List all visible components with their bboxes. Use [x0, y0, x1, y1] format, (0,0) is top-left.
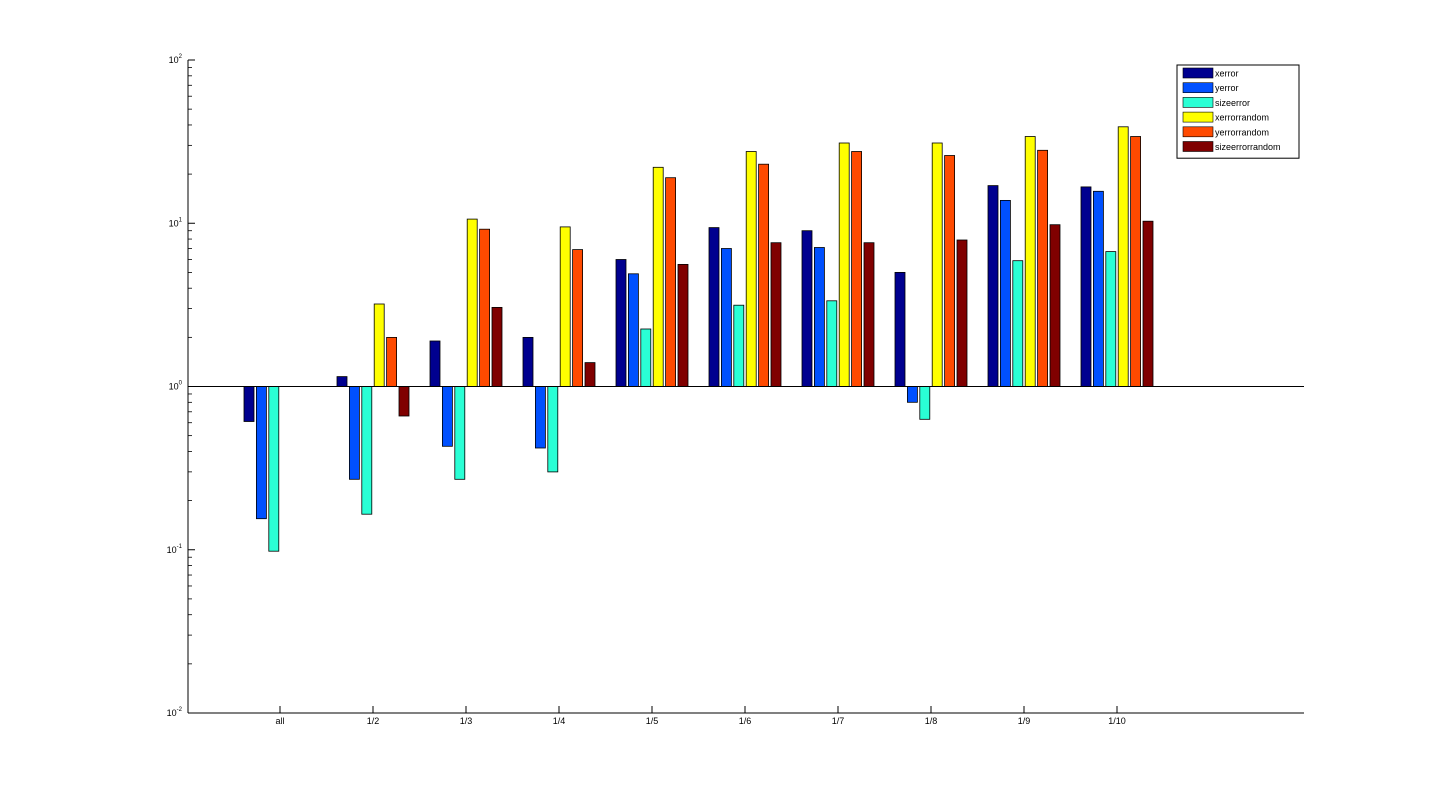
legend-label-yerror: yerror [1215, 83, 1239, 93]
bar-xerror-1/4 [522, 336, 534, 387]
bar-sizeerror-1/3 [454, 386, 466, 480]
bar-sizeerror-1/4 [547, 386, 559, 473]
bar-xerrorrandom-1/3 [466, 218, 478, 387]
axes-layer: 10-2 10-1 100 101 102 all 1/2 1/3 1/4 1/5 1/6 1/7 1/… [167, 54, 1304, 726]
y-tick-label: 100 [169, 381, 183, 392]
bar-sizeerror-1/5 [640, 328, 652, 387]
x-tick-label-1/2: 1/2 [367, 716, 380, 726]
x-tick-label-1/10: 1/10 [1108, 716, 1126, 726]
bar-xerror-1/9 [987, 185, 999, 387]
bar-yerror-1/6 [721, 248, 732, 387]
legend-swatch-yerror [1182, 82, 1214, 93]
bar-yerrorrandom-1/9 [1037, 149, 1048, 387]
bar-xerrorrandom-1/4 [559, 226, 571, 387]
bar-yerror-1/10 [1093, 190, 1104, 387]
bar-sizeerror-1/9 [1012, 260, 1024, 387]
x-tick-label-1/8: 1/8 [925, 716, 938, 726]
x-tick-label-1/4: 1/4 [553, 716, 566, 726]
bar-xerrorrandom-1/7 [838, 142, 850, 387]
bar-xerrorrandom-1/10 [1117, 126, 1129, 387]
bar-xerror-1/6 [708, 227, 720, 387]
legend-swatch-yerrorrandom [1182, 126, 1214, 138]
bar-xerrorrandom-1/8 [931, 142, 943, 387]
bar-sizeerrorrandom-1/2 [398, 386, 410, 417]
bar-sizeerrorrandom-1/5 [677, 263, 689, 387]
legend-label-xerror: xerror [1215, 69, 1239, 79]
legend: xerror yerror sizeerror xerrorrandom yerrorr… [1176, 64, 1300, 159]
bar-yerrorrandom-1/8 [944, 155, 955, 387]
x-tick-label-1/7: 1/7 [832, 716, 845, 726]
bar-yerror-1/9 [1000, 199, 1011, 387]
bar-sizeerrorrandom-1/7 [863, 242, 875, 387]
bar-sizeerrorrandom-1/6 [770, 242, 782, 387]
y-tick-label: 102 [169, 54, 183, 65]
bar-xerror-1/5 [615, 259, 627, 387]
bar-sizeerrorrandom-1/10 [1142, 220, 1154, 387]
bar-xerror-1/7 [801, 230, 813, 387]
bar-yerrorrandom-1/7 [851, 151, 862, 387]
bar-sizeerror-1/10 [1105, 251, 1117, 387]
bar-xerror-1/3 [429, 340, 441, 387]
bar-sizeerror-1/8 [919, 386, 931, 420]
x-tick-label-1/3: 1/3 [460, 716, 473, 726]
y-tick-label: 10-1 [167, 544, 183, 555]
bar-yerrorrandom-1/4 [572, 249, 583, 387]
legend-label-xerrorrandom: xerrorrandom [1215, 113, 1269, 123]
bar-xerrorrandom-1/5 [652, 166, 664, 387]
legend-label-yerrorrandom: yerrorrandom [1215, 127, 1269, 137]
bar-sizeerrorrandom-1/9 [1049, 224, 1061, 387]
bar-yerrorrandom-1/10 [1130, 136, 1141, 387]
bar-xerror-1/10 [1080, 186, 1092, 387]
legend-label-sizeerrorrandom: sizeerrorrandom [1215, 142, 1281, 152]
bar-yerror-all [255, 386, 267, 520]
x-tick-label-1/9: 1/9 [1018, 716, 1031, 726]
bar-yerror-1/5 [628, 273, 639, 387]
y-tick-label: 101 [169, 217, 183, 228]
bar-sizeerror-all [268, 386, 280, 552]
bar-xerror-1/8 [894, 271, 906, 387]
bar-xerrorrandom-1/6 [745, 151, 757, 387]
x-tick-label-all: all [275, 716, 284, 726]
bar-yerror-1/7 [814, 247, 825, 387]
bar-sizeerror-1/2 [361, 386, 373, 515]
bar-yerrorrandom-1/6 [758, 163, 769, 387]
bar-sizeerror-1/7 [826, 300, 838, 387]
bar-xerror-all [243, 386, 255, 422]
legend-swatch-sizeerror [1182, 97, 1214, 108]
x-tick-label-1/5: 1/5 [646, 716, 659, 726]
bar-yerrorrandom-1/3 [479, 228, 491, 387]
bar-yerror-1/2 [348, 386, 360, 480]
y-tick-label: 10-2 [167, 707, 183, 718]
x-tick-label-1/6: 1/6 [739, 716, 752, 726]
bar-xerrorrandom-1/9 [1024, 136, 1036, 387]
bar-xerrorrandom-1/2 [373, 303, 385, 387]
bar-sizeerrorrandom-1/4 [584, 362, 596, 387]
bar-sizeerrorrandom-1/3 [491, 306, 503, 387]
bar-sizeerror-1/6 [733, 304, 745, 387]
bar-xerror-1/2 [336, 376, 348, 387]
legend-swatch-xerror [1182, 67, 1214, 79]
bar-yerror-1/3 [441, 386, 453, 447]
bar-yerrorrandom-1/2 [386, 336, 398, 387]
bar-yerror-1/4 [535, 386, 546, 449]
bar-yerrorrandom-1/5 [665, 177, 676, 387]
legend-label-sizeerror: sizeerror [1215, 98, 1250, 108]
legend-swatch-sizeerrorrandom [1182, 141, 1214, 152]
bars-layer [243, 126, 1154, 552]
legend-swatch-xerrorrandom [1182, 111, 1214, 123]
bar-sizeerrorrandom-1/8 [956, 239, 968, 387]
bar-yerror-1/8 [907, 386, 918, 403]
